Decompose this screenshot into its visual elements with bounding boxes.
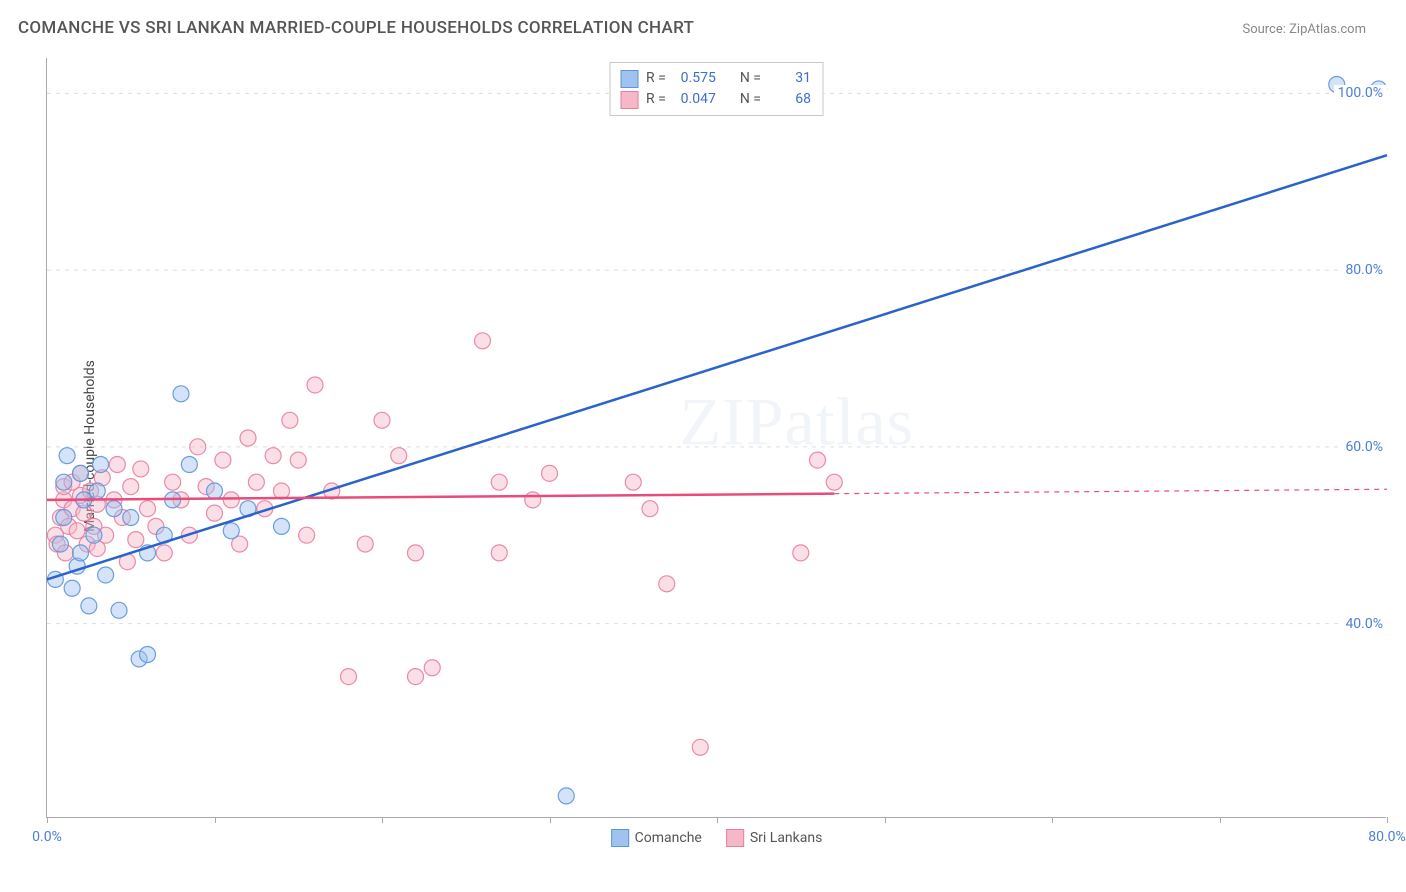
x-tick bbox=[550, 817, 551, 823]
n-value-srilankans: 68 bbox=[769, 89, 811, 110]
scatter-svg bbox=[47, 58, 1386, 817]
x-tick bbox=[382, 817, 383, 823]
swatch-comanche bbox=[620, 70, 638, 88]
legend-label-srilankans: Sri Lankans bbox=[750, 830, 823, 846]
legend-swatch-comanche bbox=[611, 829, 629, 847]
n-value-comanche: 31 bbox=[769, 68, 811, 89]
legend-item-srilankans: Sri Lankans bbox=[726, 829, 823, 847]
r-value-comanche: 0.575 bbox=[674, 68, 716, 89]
chart-title: COMANCHE VS SRI LANKAN MARRIED-COUPLE HO… bbox=[18, 18, 694, 38]
y-tick-label: 80.0% bbox=[1341, 262, 1387, 278]
x-tick bbox=[215, 817, 216, 823]
y-tick-label: 100.0% bbox=[1334, 85, 1387, 101]
r-label: R = bbox=[646, 89, 666, 110]
legend: Comanche Sri Lankans bbox=[611, 829, 823, 847]
r-value-srilankans: 0.047 bbox=[674, 89, 716, 110]
x-tick bbox=[885, 817, 886, 823]
legend-label-comanche: Comanche bbox=[635, 830, 702, 846]
x-tick-label: 0.0% bbox=[32, 829, 62, 845]
legend-swatch-srilankans bbox=[726, 829, 744, 847]
x-tick bbox=[1052, 817, 1053, 823]
source-label: Source: ZipAtlas.com bbox=[1242, 22, 1366, 37]
chart-plot-area: ZIPatlas 40.0%60.0%80.0%100.0% 0.0%80.0%… bbox=[46, 58, 1386, 818]
x-tick bbox=[717, 817, 718, 823]
r-label: R = bbox=[646, 68, 666, 89]
stats-row-srilankans: R = 0.047 N = 68 bbox=[620, 89, 811, 110]
y-tick-label: 60.0% bbox=[1341, 439, 1387, 455]
n-label: N = bbox=[740, 68, 761, 89]
stats-row-comanche: R = 0.575 N = 31 bbox=[620, 68, 811, 89]
swatch-srilankans bbox=[620, 91, 638, 109]
x-tick bbox=[1220, 817, 1221, 823]
x-tick bbox=[47, 817, 48, 823]
x-tick bbox=[1387, 817, 1388, 823]
n-label: N = bbox=[740, 89, 761, 110]
x-tick-label: 80.0% bbox=[1368, 829, 1406, 845]
legend-item-comanche: Comanche bbox=[611, 829, 702, 847]
y-tick-label: 40.0% bbox=[1341, 616, 1387, 632]
stats-box: R = 0.575 N = 31 R = 0.047 N = 68 bbox=[609, 62, 824, 116]
